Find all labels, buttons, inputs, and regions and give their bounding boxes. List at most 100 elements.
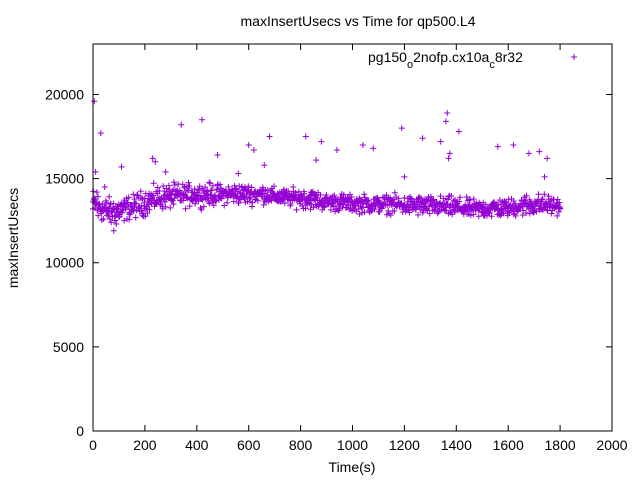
data-point — [535, 191, 542, 198]
x-tick-label: 1600 — [493, 437, 524, 453]
data-point — [103, 199, 110, 206]
data-point — [254, 197, 261, 204]
data-point — [512, 212, 519, 219]
data-point — [287, 201, 294, 208]
data-point — [437, 193, 444, 200]
data-point — [185, 179, 192, 186]
data-point — [345, 201, 352, 208]
data-point — [204, 187, 211, 194]
data-point — [260, 201, 267, 208]
data-point — [406, 209, 413, 216]
legend-label: pg150o2nofp.cx10ac8r32 — [368, 49, 523, 71]
data-point — [526, 210, 533, 217]
data-point — [165, 182, 172, 189]
data-point — [456, 198, 463, 205]
data-point — [173, 190, 180, 197]
x-tick-label: 600 — [237, 437, 261, 453]
data-point — [282, 192, 289, 199]
data-point — [401, 173, 408, 180]
data-point — [505, 202, 512, 209]
data-point — [318, 138, 325, 145]
data-point — [333, 147, 340, 154]
data-point — [230, 198, 237, 205]
data-point — [361, 191, 368, 198]
data-point — [168, 191, 175, 198]
data-point — [301, 190, 308, 197]
data-point — [105, 210, 112, 217]
data-point — [387, 212, 394, 219]
data-point — [523, 209, 530, 216]
legend: pg150o2nofp.cx10ac8r32 — [368, 49, 577, 71]
data-point — [470, 211, 477, 218]
x-tick-label: 1200 — [389, 437, 420, 453]
axis-ticks: 0 200 400 600 800 1000 1200 1400 1600 1800 2000050… — [45, 44, 628, 453]
data-point — [167, 195, 174, 202]
data-point — [555, 208, 562, 215]
data-point — [141, 195, 148, 202]
data-point — [193, 192, 200, 199]
y-tick-label: 20000 — [45, 86, 84, 102]
data-point — [142, 213, 149, 220]
data-point — [344, 199, 351, 206]
data-point — [527, 198, 534, 205]
chart-title: maxInsertUsecs vs Time for qp500.L4 — [241, 13, 476, 29]
data-point — [359, 141, 366, 148]
data-point — [494, 143, 501, 150]
data-point — [398, 125, 405, 132]
data-point — [100, 215, 107, 222]
data-point — [544, 155, 551, 162]
data-point — [299, 202, 306, 209]
data-point — [240, 194, 247, 201]
data-point — [548, 210, 555, 217]
data-point — [162, 203, 169, 210]
data-point — [525, 150, 532, 157]
data-point — [147, 199, 154, 206]
data-point — [261, 162, 268, 169]
x-tick-label: 1400 — [441, 437, 472, 453]
data-point — [94, 193, 101, 200]
data-point — [505, 209, 512, 216]
data-point — [235, 170, 242, 177]
data-point — [186, 203, 193, 210]
data-point — [225, 183, 232, 190]
data-point — [191, 185, 198, 192]
data-point — [178, 121, 185, 128]
data-point — [497, 212, 504, 219]
data-point — [221, 202, 228, 209]
data-point — [340, 191, 347, 198]
data-point — [192, 200, 199, 207]
data-point — [108, 219, 115, 226]
data-point — [427, 200, 434, 207]
data-point — [157, 200, 164, 207]
data-point — [391, 189, 398, 196]
y-tick-label: 15000 — [45, 171, 84, 187]
data-point — [224, 192, 231, 199]
data-point — [365, 197, 372, 204]
data-point — [146, 206, 153, 213]
data-point — [97, 130, 104, 137]
data-point — [520, 200, 527, 207]
data-point — [539, 196, 546, 203]
data-point — [442, 118, 449, 125]
data-point — [256, 190, 263, 197]
data-point — [405, 202, 412, 209]
data-point — [541, 191, 548, 198]
x-axis-label: Time(s) — [329, 459, 376, 475]
y-tick-label: 0 — [76, 423, 84, 439]
x-tick-label: 200 — [133, 437, 157, 453]
data-point — [119, 209, 126, 216]
data-point — [448, 192, 455, 199]
data-point — [285, 188, 292, 195]
data-point — [209, 182, 216, 189]
data-point — [176, 187, 183, 194]
data-point — [512, 201, 519, 208]
data-point — [348, 194, 355, 201]
legend-marker — [571, 54, 577, 60]
data-point — [419, 135, 426, 142]
data-point — [345, 195, 352, 202]
data-point — [130, 208, 137, 215]
data-point — [429, 197, 436, 204]
data-point — [180, 197, 187, 204]
data-point — [523, 192, 530, 199]
